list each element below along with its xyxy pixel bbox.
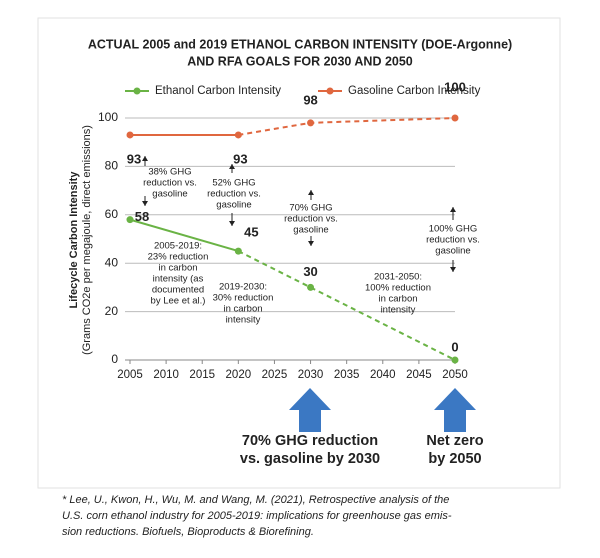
callout-arrow bbox=[434, 388, 476, 432]
footnote: sion reductions. Biofuels, Bioproducts &… bbox=[62, 526, 314, 538]
chart-title: AND RFA GOALS FOR 2030 AND 2050 bbox=[187, 54, 413, 68]
y-tick-label: 60 bbox=[105, 207, 119, 221]
y-tick-label: 80 bbox=[105, 159, 119, 173]
y-axis-label: (Grams CO2e per megajoule, direct emissi… bbox=[81, 125, 93, 355]
annotation: reduction vs. bbox=[207, 189, 261, 200]
annotation: documented bbox=[152, 285, 204, 296]
series-line bbox=[129, 218, 239, 253]
arrow-head bbox=[142, 156, 148, 161]
callout-arrow bbox=[289, 388, 331, 432]
callout-text: by 2050 bbox=[428, 451, 481, 467]
x-tick-label: 2020 bbox=[226, 369, 252, 381]
series-line bbox=[238, 117, 456, 136]
data-label: 98 bbox=[303, 92, 317, 107]
data-point bbox=[451, 356, 459, 364]
arrow-head bbox=[142, 201, 148, 206]
arrow-head bbox=[229, 164, 235, 169]
annotation: reduction vs. bbox=[426, 235, 480, 246]
annotation: intensity bbox=[381, 305, 416, 316]
annotation: 2005-2019: bbox=[154, 241, 202, 252]
y-axis-label: Lifecycle Carbon Intensity bbox=[68, 171, 80, 309]
annotation: 100% reduction bbox=[365, 283, 431, 294]
arrow-head bbox=[229, 221, 235, 226]
data-label: 45 bbox=[244, 225, 258, 240]
x-tick-label: 2045 bbox=[406, 369, 432, 381]
annotation: in carbon bbox=[223, 304, 262, 315]
data-point bbox=[307, 283, 315, 291]
legend-label: Gasoline Carbon Intensity bbox=[348, 85, 481, 97]
legend-label: Ethanol Carbon Intensity bbox=[155, 85, 281, 97]
annotation: gasoline bbox=[435, 246, 470, 257]
data-label: 58 bbox=[135, 209, 149, 224]
data-point bbox=[307, 119, 315, 127]
data-point bbox=[234, 247, 242, 255]
data-point bbox=[451, 114, 459, 122]
annotation: intensity (as bbox=[153, 274, 204, 285]
footnote: * Lee, U., Kwon, H., Wu, M. and Wang, M.… bbox=[62, 494, 449, 506]
data-label: 30 bbox=[303, 264, 317, 279]
x-tick-label: 2030 bbox=[298, 369, 324, 381]
annotation: 23% reduction bbox=[148, 252, 209, 263]
annotation: 100% GHG bbox=[429, 224, 478, 235]
x-tick-label: 2005 bbox=[117, 369, 143, 381]
callout-text: vs. gasoline by 2030 bbox=[240, 451, 380, 467]
y-tick-label: 0 bbox=[111, 352, 118, 366]
data-point bbox=[234, 131, 242, 139]
annotation: in carbon bbox=[378, 294, 417, 305]
annotation: in carbon bbox=[158, 263, 197, 274]
x-tick-label: 2040 bbox=[370, 369, 396, 381]
annotation: by Lee et al.) bbox=[151, 296, 206, 307]
annotation: reduction vs. bbox=[143, 178, 197, 189]
y-tick-label: 20 bbox=[105, 304, 119, 318]
annotation: 52% GHG bbox=[212, 178, 255, 189]
annotation: 2031-2050: bbox=[374, 272, 422, 283]
footnote: U.S. corn ethanol industry for 2005-2019… bbox=[62, 510, 452, 522]
legend-marker bbox=[133, 87, 141, 95]
frame bbox=[37, 17, 561, 489]
chart-title: ACTUAL 2005 and 2019 ETHANOL CARBON INTE… bbox=[88, 37, 512, 51]
annotation: gasoline bbox=[152, 189, 187, 200]
data-label: 0 bbox=[451, 339, 458, 354]
arrow-head bbox=[450, 207, 456, 212]
arrow-head bbox=[308, 190, 314, 195]
x-tick-label: 2035 bbox=[334, 369, 360, 381]
annotation: intensity bbox=[226, 315, 261, 326]
data-label: 100 bbox=[444, 79, 466, 94]
annotation: 2019-2030: bbox=[219, 282, 267, 293]
x-tick-label: 2050 bbox=[442, 369, 468, 381]
arrow-head bbox=[450, 267, 456, 272]
x-tick-label: 2025 bbox=[262, 369, 288, 381]
callout-text: Net zero bbox=[426, 433, 483, 449]
annotation: gasoline bbox=[216, 200, 251, 211]
annotation: 30% reduction bbox=[213, 293, 274, 304]
annotation: reduction vs. bbox=[284, 214, 338, 225]
data-point bbox=[126, 216, 134, 224]
data-label: 93 bbox=[127, 151, 141, 166]
series-line bbox=[237, 250, 456, 361]
y-tick-label: 40 bbox=[105, 255, 119, 269]
x-tick-label: 2015 bbox=[189, 369, 215, 381]
x-tick-label: 2010 bbox=[153, 369, 179, 381]
y-tick-label: 100 bbox=[98, 110, 118, 124]
arrow-head bbox=[308, 241, 314, 246]
data-point bbox=[126, 131, 134, 139]
annotation: 38% GHG bbox=[148, 167, 191, 178]
annotation: gasoline bbox=[293, 225, 328, 236]
callout-text: 70% GHG reduction bbox=[242, 433, 378, 449]
data-label: 93 bbox=[233, 151, 247, 166]
legend-marker bbox=[326, 87, 334, 95]
annotation: 70% GHG bbox=[289, 203, 332, 214]
